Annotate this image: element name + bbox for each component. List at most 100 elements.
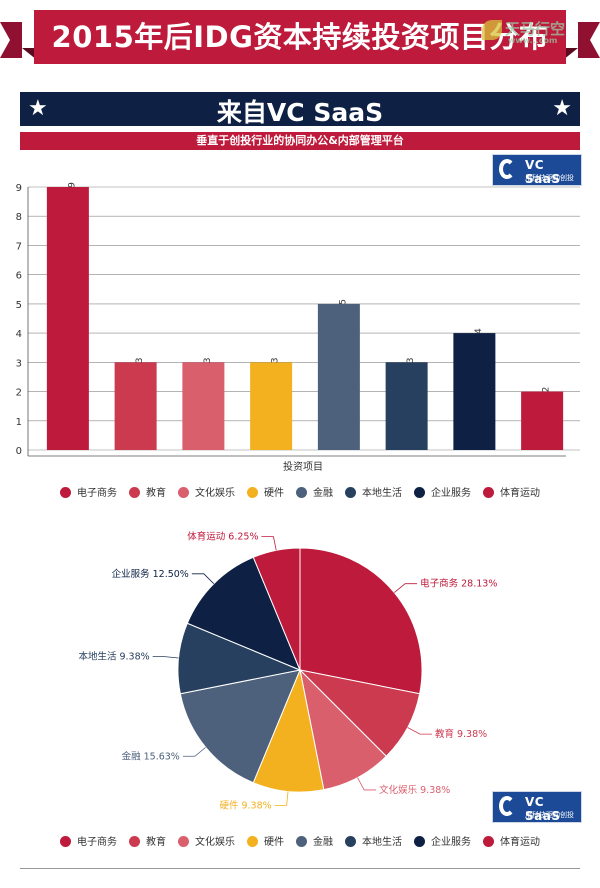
- pie-legend: 电子商务 教育 文化娱乐 硬件 金融 本地生活 企业服务 体育运动: [0, 833, 600, 848]
- legend-item[interactable]: 电子商务: [60, 484, 117, 499]
- legend-item[interactable]: 企业服务: [414, 484, 471, 499]
- data-label: 5: [338, 299, 348, 305]
- legend-item[interactable]: 教育: [129, 833, 166, 848]
- y-tick-label: 2: [16, 388, 22, 399]
- bar: [46, 187, 89, 450]
- legend-dot-icon: [345, 487, 356, 498]
- legend-item[interactable]: 企业服务: [414, 833, 471, 848]
- legend-item[interactable]: 硬件: [247, 484, 284, 499]
- data-label: 3: [203, 357, 213, 363]
- legend-dot-icon: [296, 836, 307, 847]
- legend-dot-icon: [178, 836, 189, 847]
- y-tick-label: 8: [16, 212, 22, 223]
- slice-label: 硬件 9.38%: [219, 799, 271, 810]
- bar-chart: 0 1 2 3 4 5 6 7 8 9 9 3 3 3 5 3 4 2 投资项目: [16, 182, 580, 473]
- legend-label: 企业服务: [431, 837, 471, 848]
- bar: [385, 362, 428, 450]
- legend-item[interactable]: 体育运动: [483, 833, 540, 848]
- slice-label: 本地生活 9.38%: [78, 651, 149, 663]
- legend-item[interactable]: 教育: [129, 484, 166, 499]
- legend-dot-icon: [129, 836, 140, 847]
- legend-dot-icon: [296, 487, 307, 498]
- logo-name: VC SaaS: [525, 158, 561, 186]
- legend-dot-icon: [414, 836, 425, 847]
- y-tick-label: 4: [16, 329, 22, 340]
- legend-dot-icon: [60, 836, 71, 847]
- slice-label: 电子商务 28.13%: [420, 578, 497, 590]
- legend-item[interactable]: 电子商务: [60, 833, 117, 848]
- leader-line: [261, 536, 277, 551]
- legend-dot-icon: [247, 487, 258, 498]
- slice-label: 金融 15.63%: [122, 750, 180, 762]
- legend-item[interactable]: 文化娱乐: [178, 484, 235, 499]
- legend-label: 电子商务: [77, 837, 117, 848]
- leader-line: [191, 573, 215, 584]
- legend-item[interactable]: 本地生活: [345, 484, 402, 499]
- legend-dot-icon: [247, 836, 258, 847]
- vc-logo-icon: [499, 159, 515, 179]
- legend-dot-icon: [60, 487, 71, 498]
- divider: [20, 868, 580, 869]
- logo-name: VC SaaS: [525, 795, 561, 823]
- data-label: 3: [271, 357, 281, 363]
- y-tick-label: 1: [16, 417, 22, 428]
- leader-line: [182, 747, 206, 757]
- watermark: 天马行空 www...com: [482, 18, 592, 48]
- legend-dot-icon: [414, 487, 425, 498]
- slice-label: 企业服务 12.50%: [112, 568, 189, 580]
- source-header: ★ 来自VC SaaS ★: [20, 92, 580, 127]
- data-label: 2: [542, 387, 552, 393]
- logo-sub: 用科技驱动创投: [525, 811, 574, 819]
- legend-label: 金融: [313, 488, 333, 499]
- legend-label: 体育运动: [500, 837, 540, 848]
- legend-dot-icon: [345, 836, 356, 847]
- legend-item[interactable]: 硬件: [247, 833, 284, 848]
- bar: [317, 303, 360, 450]
- slice-label: 教育 9.38%: [435, 728, 487, 740]
- vc-saas-logo: VC SaaS 用科技驱动创投: [492, 791, 582, 823]
- ribbon-shape: [0, 10, 600, 64]
- data-label: 3: [135, 357, 145, 363]
- page-title: 2015年后IDG资本持续投资项目分布: [51, 20, 549, 54]
- legend-item[interactable]: 金融: [296, 833, 333, 848]
- pie-slice: [299, 547, 423, 695]
- slice-label: 文化娱乐 9.38%: [379, 784, 450, 796]
- y-tick-label: 7: [16, 241, 22, 252]
- title-banner: 2015年后IDG资本持续投资项目分布 天马行空 www...com: [0, 0, 600, 75]
- legend-item[interactable]: 体育运动: [483, 484, 540, 499]
- y-tick-label: 6: [16, 271, 22, 282]
- pie-slice: [252, 547, 301, 671]
- legend-dot-icon: [483, 836, 494, 847]
- data-label: 9: [67, 182, 77, 188]
- bar: [250, 362, 293, 450]
- leader-line: [152, 656, 179, 659]
- legend-item[interactable]: 文化娱乐: [178, 833, 235, 848]
- pie-chart: 电子商务 28.13% 教育 9.38% 文化娱乐 9.38% 硬件 9.38% 金融 …: [78, 531, 497, 810]
- y-tick-label: 5: [16, 300, 22, 311]
- vc-logo-icon: [499, 796, 515, 816]
- star-icon: ★: [28, 96, 48, 121]
- y-tick-label: 9: [16, 183, 22, 194]
- legend-label: 教育: [146, 837, 166, 848]
- slice-label: 体育运动 6.25%: [187, 531, 258, 543]
- legend-label: 电子商务: [77, 488, 117, 499]
- legend-item[interactable]: 金融: [296, 484, 333, 499]
- bar-legend: 电子商务 教育 文化娱乐 硬件 金融 本地生活 企业服务 体育运动: [0, 484, 600, 499]
- watermark-text: 天马行空: [505, 20, 566, 38]
- bar: [182, 362, 225, 450]
- legend-dot-icon: [483, 487, 494, 498]
- legend-label: 硬件: [264, 488, 284, 499]
- legend-label: 教育: [146, 488, 166, 499]
- legend-label: 本地生活: [362, 837, 402, 848]
- leader-line: [357, 777, 377, 791]
- bar: [114, 362, 157, 450]
- legend-label: 文化娱乐: [195, 488, 235, 499]
- legend-label: 体育运动: [500, 488, 540, 499]
- legend-item[interactable]: 本地生活: [345, 833, 402, 848]
- legend-label: 文化娱乐: [195, 837, 235, 848]
- source-title: 来自VC SaaS: [216, 98, 384, 127]
- legend-label: 金融: [313, 837, 333, 848]
- tagline: 垂直于创投行业的协同办公&内部管理平台: [20, 132, 580, 150]
- bar: [521, 391, 564, 450]
- data-label: 3: [406, 357, 416, 363]
